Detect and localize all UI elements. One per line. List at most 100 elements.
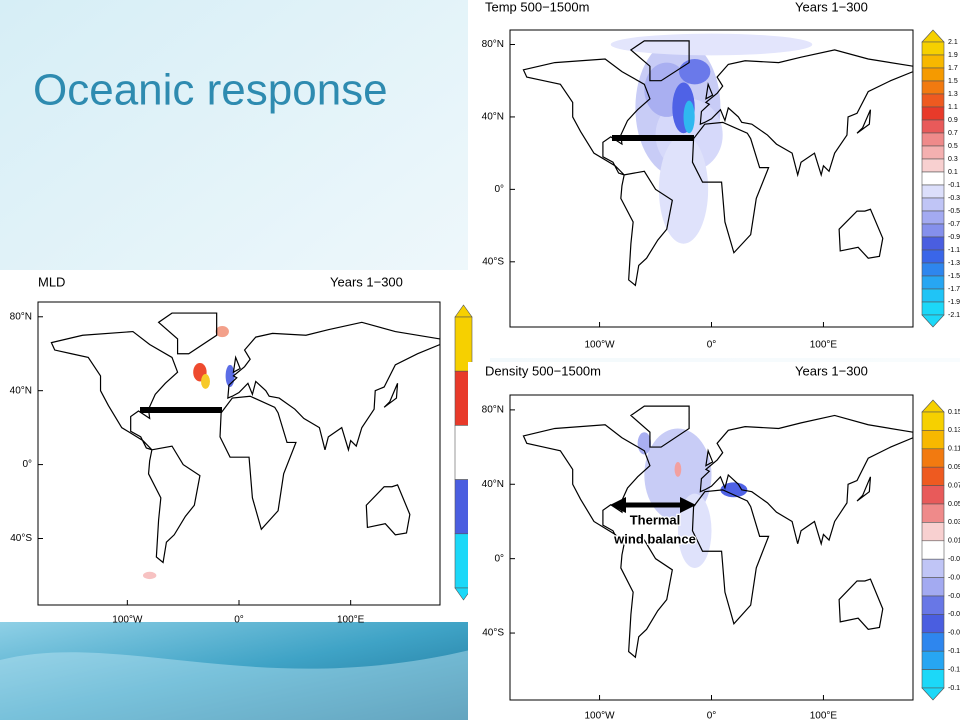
panel-title: Density 500−1500m (485, 363, 601, 378)
colorbar-label: 0.9 (948, 117, 958, 124)
colorbar-label: -0.09 (948, 630, 960, 637)
colorbar-box (921, 632, 945, 652)
colorbar-box (921, 223, 945, 238)
colorbar-arrow (921, 687, 945, 701)
colorbar-box (921, 485, 945, 505)
colorbar-label: -0.13 (948, 666, 960, 673)
lat-label: 0° (494, 184, 504, 195)
colorbar-label: 0.11 (948, 446, 960, 453)
colorbar-label: -0.03 (948, 574, 960, 581)
colorbar-label: 0.09 (948, 464, 960, 471)
colorbar-box (921, 93, 945, 108)
colorbar-label: -1.3 (948, 260, 960, 267)
colorbar-box (921, 411, 945, 431)
lat-label: 0° (494, 553, 504, 564)
colorbar-label: 0.13 (948, 427, 960, 434)
anomaly-patch (142, 571, 157, 580)
annotation: wind balance (613, 531, 696, 546)
lat-label: 40°N (482, 479, 504, 490)
map-panel: Density 500−1500m Years 1−300 80°N 40°N 0° 40… (468, 362, 960, 722)
coastline (51, 313, 440, 562)
anomaly-patch (679, 58, 711, 85)
lon-label: 0° (707, 711, 717, 720)
lat-label: 0° (22, 459, 32, 470)
colorbar-label: -0.01 (948, 556, 960, 563)
anomaly-patch (215, 326, 229, 338)
lon-label: 100°W (112, 615, 143, 626)
anomaly-patch (658, 135, 709, 244)
colorbar-label: 0.15 (948, 409, 960, 416)
colorbar-label: -0.3 (948, 195, 960, 202)
colorbar-label: -0.5 (948, 208, 960, 215)
coastline (523, 41, 913, 285)
colorbar-box (921, 301, 945, 316)
coastline (523, 406, 913, 657)
colorbar-box (921, 210, 945, 225)
wave-decoration (0, 650, 470, 720)
colorbar-box (921, 106, 945, 121)
lat-label: 80°N (482, 405, 504, 416)
annotation: Thermal (630, 512, 681, 527)
colorbar-box (921, 119, 945, 134)
panel-title: MLD (38, 274, 65, 289)
colorbar-label: -0.15 (948, 685, 960, 692)
panel-period: Years 1−300 (795, 363, 868, 378)
colorbar-box (921, 466, 945, 486)
colorbar-box (921, 145, 945, 160)
colorbar-arrow (921, 314, 945, 328)
colorbar-box (921, 275, 945, 290)
panel-background (0, 270, 490, 622)
colorbar-box (921, 158, 945, 173)
colorbar-box (921, 595, 945, 615)
panel-title: Temp 500−1500m (485, 0, 589, 14)
slide-title: Oceanic response (33, 66, 388, 115)
colorbar-label: -1.7 (948, 286, 960, 293)
colorbar-box (921, 558, 945, 578)
anomaly-patch (201, 374, 210, 389)
map (523, 33, 913, 286)
colorbar-label: -0.7 (948, 221, 960, 228)
panel-period: Years 1−300 (330, 274, 403, 289)
colorbar-box (921, 448, 945, 468)
lon-label: 0° (234, 615, 244, 626)
colorbar-label: 0.5 (948, 143, 958, 150)
lat-label: 40°S (10, 533, 32, 544)
colorbar-box (921, 249, 945, 264)
map (51, 313, 440, 580)
colorbar-box (921, 577, 945, 597)
colorbar-label: 0.1 (948, 169, 958, 176)
colorbar-label: -0.07 (948, 611, 960, 618)
colorbar-label: 1.5 (948, 78, 958, 85)
anomaly-patch (610, 33, 813, 56)
colorbar-box (921, 54, 945, 69)
map-panel: Temp 500−1500m Years 1−300 80°N 40°N 0° 40°S 1… (468, 0, 960, 358)
colorbar-label: 0.3 (948, 156, 958, 163)
colorbar-label: 1.9 (948, 52, 958, 59)
colorbar-label: -0.1 (948, 182, 960, 189)
colorbar-label: 0.07 (948, 482, 960, 489)
colorbar-box (921, 540, 945, 560)
colorbar-box (921, 430, 945, 450)
panel-background (468, 0, 960, 358)
lon-label: 100°E (337, 615, 365, 626)
lon-label: 100°E (810, 711, 838, 720)
colorbar-box (921, 522, 945, 542)
colorbar-box (921, 262, 945, 277)
colorbar-box (921, 197, 945, 212)
colorbar-label: -1.5 (948, 273, 960, 280)
colorbar-box (921, 236, 945, 251)
colorbar-label: -2.1 (948, 312, 960, 319)
colorbar-label: 0.01 (948, 538, 960, 545)
colorbar-box (921, 669, 945, 689)
colorbar-box (921, 67, 945, 82)
anomaly-patch (683, 100, 695, 134)
colorbar-label: 1.3 (948, 91, 958, 98)
lon-label: 100°W (584, 340, 615, 351)
lat-label: 40°S (482, 628, 504, 639)
lon-label: 100°E (810, 340, 838, 351)
lat-label: 80°N (10, 311, 32, 322)
anomaly-patch (720, 482, 748, 498)
colorbar-arrow (454, 587, 473, 601)
